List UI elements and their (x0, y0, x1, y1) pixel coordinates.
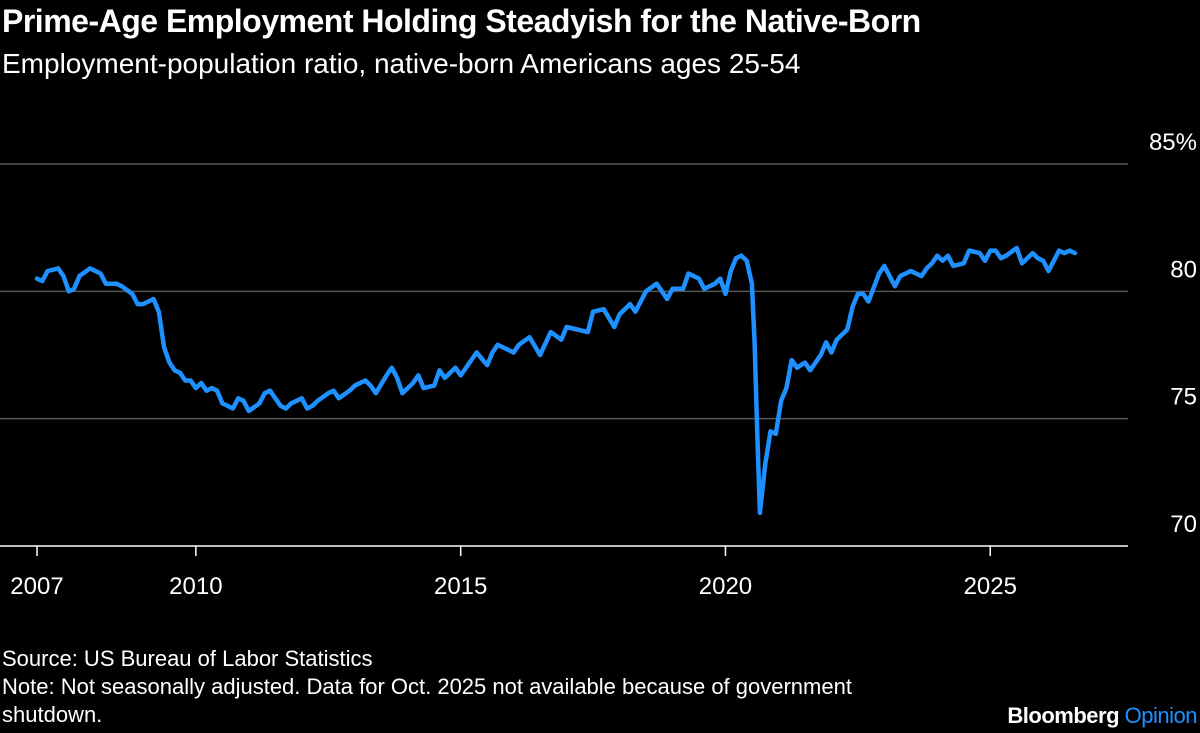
y-tick-label: 85% (1149, 129, 1197, 156)
x-tick-label: 2007 (10, 573, 63, 600)
brand-main: Bloomberg (1007, 703, 1120, 728)
bloomberg-opinion-logo: Bloomberg Opinion (1007, 703, 1197, 729)
x-tick-label: 2025 (964, 573, 1017, 600)
y-tick-label: 70 (1170, 511, 1197, 538)
footnote: Note: Not seasonally adjusted. Data for … (2, 674, 852, 727)
chart-title: Prime-Age Employment Holding Steadyish f… (2, 3, 921, 39)
y-axis-tick-labels: 70 75 80 85% (1149, 129, 1197, 538)
y-tick-label: 75 (1170, 384, 1197, 411)
x-tick-label: 2020 (699, 573, 752, 600)
gridlines (0, 163, 1128, 420)
chart-subtitle: Employment-population ratio, native-born… (2, 48, 801, 79)
series-layer (34, 245, 1078, 516)
y-tick-label: 80 (1170, 256, 1197, 283)
x-axis: 2007 2010 2015 2020 2025 (0, 545, 1128, 600)
brand-accent: Opinion (1124, 703, 1198, 728)
source-note: Source: US Bureau of Labor Statistics (2, 646, 373, 671)
series-line-0 (34, 245, 1078, 516)
x-tick-label: 2010 (169, 573, 222, 600)
x-tick-label: 2015 (434, 573, 487, 600)
